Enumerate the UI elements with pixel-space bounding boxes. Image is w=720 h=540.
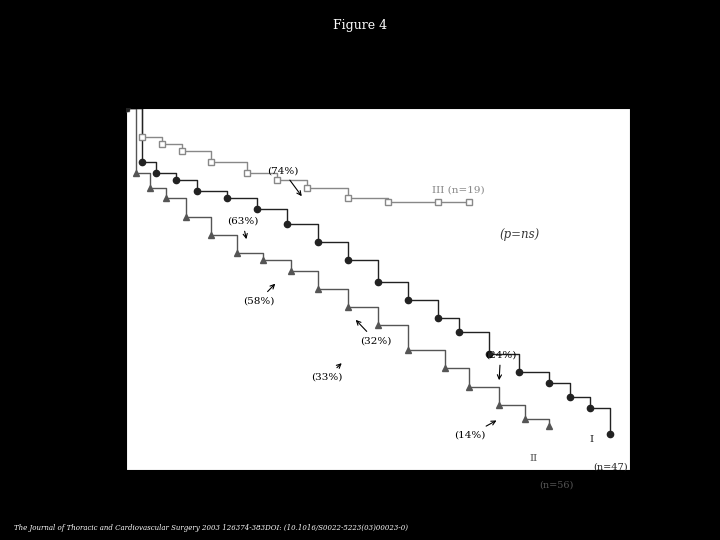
Text: II: II [529, 454, 537, 463]
Title: Comparison of Survival in Groups I, II, III
(hospital deaths excluded): Comparison of Survival in Groups I, II, … [246, 75, 510, 103]
Text: (58%): (58%) [243, 285, 274, 306]
Text: (32%): (32%) [356, 321, 391, 345]
Text: The Journal of Thoracic and Cardiovascular Surgery 2003 126374-383DOI: (10.1016/: The Journal of Thoracic and Cardiovascul… [14, 524, 408, 532]
Text: III (n=19): III (n=19) [433, 186, 485, 195]
Text: Figure 4: Figure 4 [333, 19, 387, 32]
Text: (n=56): (n=56) [539, 481, 574, 490]
Text: (n=47): (n=47) [594, 463, 629, 471]
Text: (33%): (33%) [312, 364, 343, 381]
Text: (24%): (24%) [485, 350, 516, 379]
X-axis label: Months: Months [354, 495, 402, 508]
Y-axis label: Percent Survival: Percent Survival [77, 237, 90, 341]
Text: (74%): (74%) [267, 166, 301, 195]
Text: (14%): (14%) [454, 421, 495, 439]
Text: (63%): (63%) [227, 217, 258, 238]
Text: (p=ns): (p=ns) [499, 228, 539, 241]
Text: I: I [590, 435, 594, 444]
